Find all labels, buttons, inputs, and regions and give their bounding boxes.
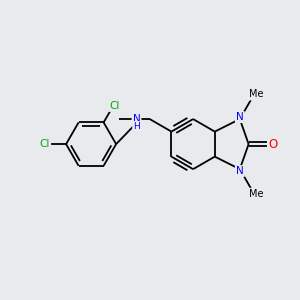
Text: N: N [236, 112, 244, 122]
Text: N: N [236, 166, 244, 176]
Text: N: N [133, 114, 140, 124]
Text: Cl: Cl [109, 101, 119, 111]
Text: Me: Me [249, 89, 263, 100]
Text: O: O [268, 138, 278, 151]
Text: Cl: Cl [40, 139, 50, 149]
Text: Me: Me [249, 189, 263, 199]
Text: H: H [133, 122, 140, 131]
